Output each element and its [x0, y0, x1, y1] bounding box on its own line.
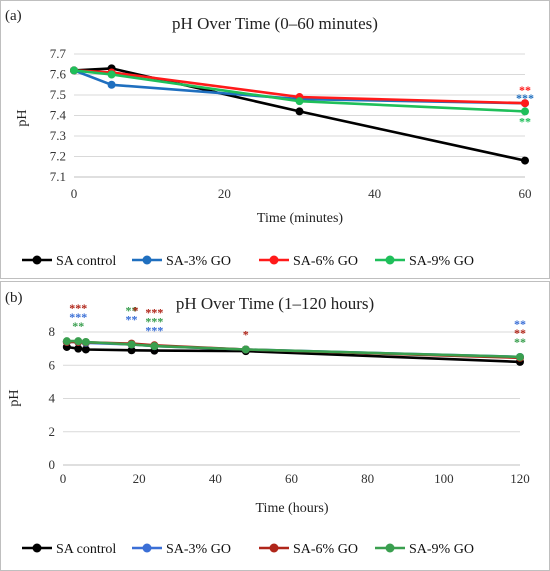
panel-a-label: (a) — [5, 8, 22, 24]
significance-marker: *** — [69, 301, 87, 315]
legend-swatch-marker — [269, 543, 279, 553]
data-point-sa-9-go — [295, 97, 304, 106]
panel-a-legend: SA control SA-3% GO SA-6% GO SA-9% GO — [22, 254, 474, 269]
y-tick-label: 7.3 — [50, 128, 66, 143]
data-point-sa-9-go — [70, 66, 78, 75]
x-tick-label: 60 — [519, 186, 532, 201]
data-point-sa-control — [127, 346, 136, 355]
series-line-sa-9-go — [73, 69, 526, 113]
data-point-sa-control — [521, 156, 529, 165]
data-point-sa-9-go — [516, 352, 524, 361]
panel-b-frame — [0, 281, 550, 571]
y-tick-label: 7.4 — [50, 108, 67, 123]
data-point-sa-9-go — [81, 337, 90, 346]
significance-marker: *** — [145, 323, 163, 337]
significance-marker: * — [243, 327, 249, 341]
data-point-sa-9-go — [107, 70, 116, 79]
panel-a-frame — [0, 0, 550, 279]
data-point-sa-3-go — [107, 80, 116, 89]
legend-entry-sa-9-go: SA-9% GO — [409, 254, 474, 269]
data-point-sa-6-go — [521, 99, 529, 108]
legend-swatch-marker — [142, 543, 152, 553]
y-tick-label: 0 — [49, 457, 56, 472]
legend-swatch-marker — [269, 255, 279, 265]
significance-marker: ** — [519, 83, 531, 97]
legend-entry-sa-3-go: SA-3% GO — [166, 542, 231, 557]
panel-a-xlabel: Time (minutes) — [257, 211, 344, 226]
y-tick-label: 7.6 — [50, 67, 67, 82]
legend-swatch-marker — [142, 255, 152, 265]
x-tick-label: 60 — [285, 471, 298, 486]
data-point-sa-9-go — [74, 337, 83, 346]
x-tick-label: 100 — [434, 471, 454, 486]
x-tick-label: 0 — [60, 471, 67, 486]
panel-a-ylabel: pH — [15, 109, 30, 126]
panel-a-plot: 7.17.27.37.47.57.67.70 20 40 60******* — [50, 46, 534, 201]
significance-marker: ** — [126, 304, 138, 318]
significance-marker: *** — [145, 305, 163, 319]
data-point-sa-control — [74, 344, 83, 353]
legend-entry-sa-control: SA control — [56, 542, 116, 557]
panel-b-label: (b) — [5, 290, 23, 306]
significance-marker: ** — [514, 317, 526, 331]
series-line-sa-control — [73, 67, 526, 162]
y-tick-label: 6 — [49, 357, 56, 372]
data-point-sa-control — [81, 345, 90, 354]
significance-marker: ** — [126, 313, 138, 327]
data-point-sa-9-go — [127, 340, 136, 349]
significance-marker: *** — [145, 314, 163, 328]
y-tick-label: 7.1 — [50, 169, 66, 184]
y-tick-label: 7.5 — [50, 87, 66, 102]
panel-b-xlabel: Time (hours) — [256, 501, 329, 516]
y-tick-label: 2 — [49, 424, 56, 439]
data-point-sa-9-go — [150, 342, 159, 351]
legend-entry-sa-9-go: SA-9% GO — [409, 542, 474, 557]
significance-marker: * — [133, 304, 139, 318]
data-point-sa-9-go — [241, 345, 250, 354]
significance-marker: *** — [516, 91, 534, 105]
significance-marker: ** — [72, 319, 84, 333]
data-point-sa-control — [295, 107, 304, 116]
legend-entry-sa-6-go: SA-6% GO — [293, 542, 358, 557]
x-tick-label: 20 — [133, 471, 146, 486]
data-point-sa-9-go — [521, 107, 529, 116]
y-tick-label: 4 — [49, 391, 56, 406]
legend-swatch-marker — [32, 255, 42, 265]
significance-marker: *** — [69, 310, 87, 324]
x-tick-label: 20 — [218, 186, 231, 201]
y-tick-label: 7.2 — [50, 149, 66, 164]
y-tick-label: 8 — [49, 324, 56, 339]
x-tick-label: 80 — [361, 471, 374, 486]
significance-marker: ** — [514, 335, 526, 349]
significance-marker: ** — [519, 114, 531, 128]
x-tick-label: 40 — [368, 186, 381, 201]
significance-marker: ** — [514, 326, 526, 340]
y-tick-label: 7.7 — [50, 46, 67, 61]
legend-swatch-marker — [385, 255, 395, 265]
panel-b-legend: SA control SA-3% GO SA-6% GO SA-9% GO — [22, 542, 474, 557]
legend-entry-sa-3-go: SA-3% GO — [166, 254, 231, 269]
legend-swatch-marker — [32, 543, 42, 553]
x-tick-label: 40 — [209, 471, 222, 486]
legend-entry-sa-control: SA control — [56, 254, 116, 269]
legend-entry-sa-6-go: SA-6% GO — [293, 254, 358, 269]
x-tick-label: 0 — [71, 186, 78, 201]
panel-b-ylabel: pH — [7, 389, 22, 406]
x-tick-label: 120 — [510, 471, 530, 486]
legend-swatch-marker — [385, 543, 395, 553]
data-point-sa-9-go — [62, 337, 71, 346]
panel-a-title: pH Over Time (0–60 minutes) — [172, 14, 378, 33]
panel-b-title: pH Over Time (1–120 hours) — [176, 294, 374, 313]
